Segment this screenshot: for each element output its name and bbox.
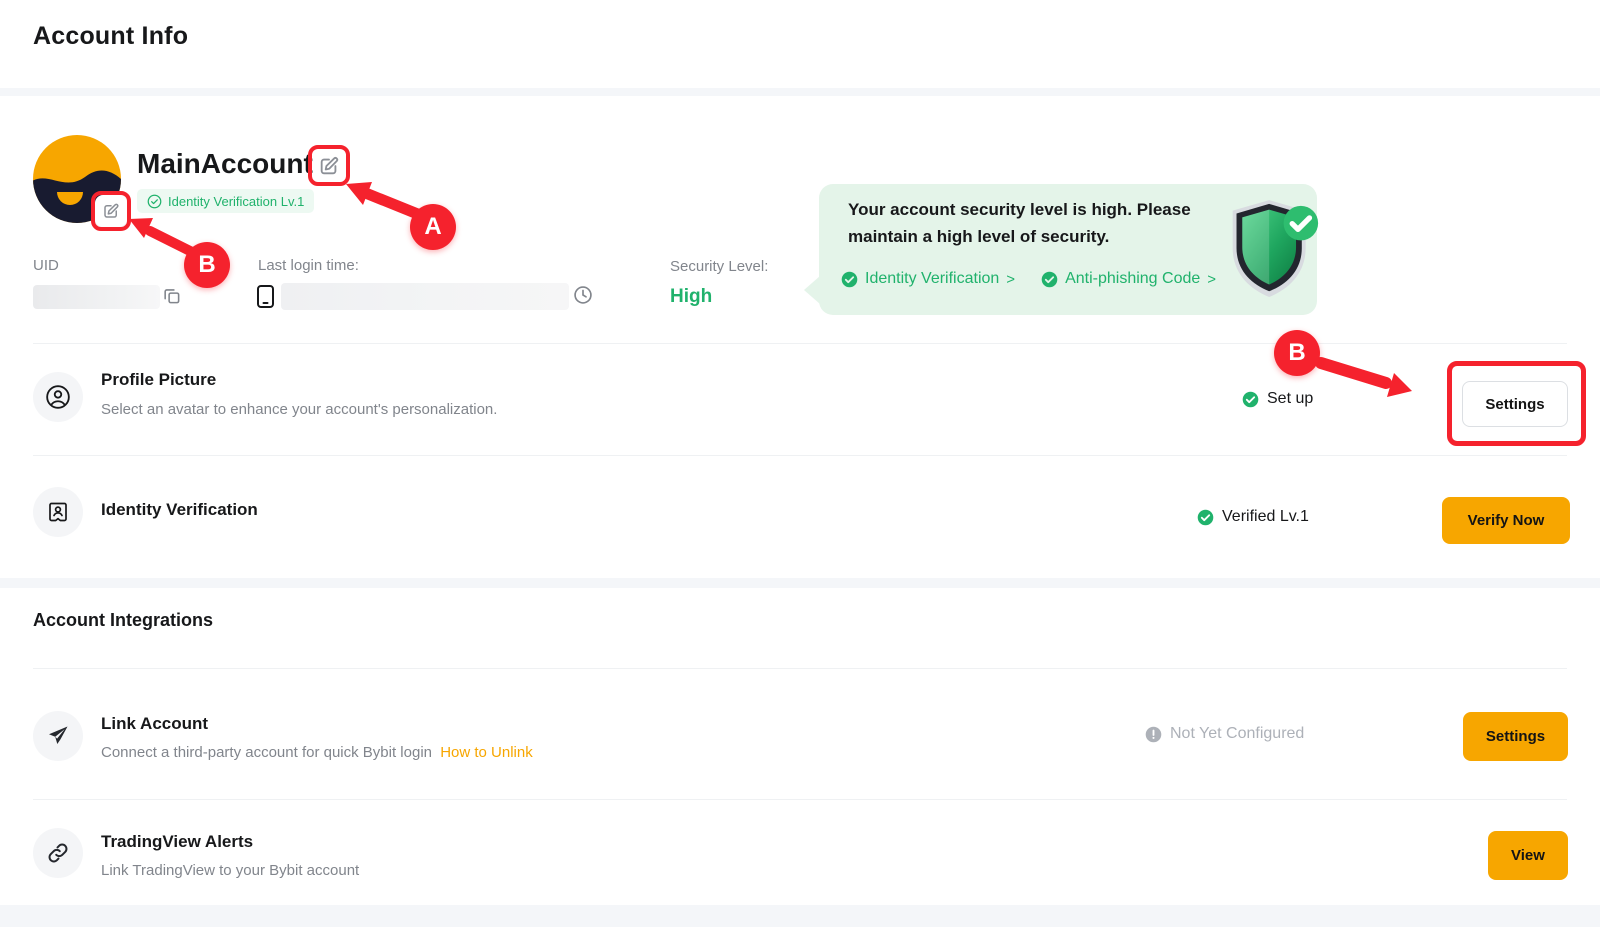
annotation-circle-a: A (410, 204, 456, 250)
link-account-status: Not Yet Configured (1145, 725, 1304, 743)
profile-picture-settings-button[interactable]: Settings (1462, 381, 1568, 427)
profile-picture-title: Profile Picture (101, 370, 217, 389)
divider (33, 343, 1567, 344)
anti-phishing-code-link[interactable]: Anti-phishing Code > (1041, 270, 1216, 288)
identity-verification-badge: Identity Verification Lv.1 (137, 189, 315, 213)
link-account-subtitle: Connect a third-party account for quick … (101, 744, 533, 761)
identity-verification-title: Identity Verification (101, 500, 258, 519)
copy-icon (164, 289, 180, 304)
profile-picture-subtitle: Select an avatar to enhance your account… (101, 401, 498, 418)
annotation-circle-b2: B (1274, 330, 1320, 376)
copy-uid-button[interactable] (162, 286, 181, 305)
banner-message-line1: Your account security level is high. Ple… (848, 200, 1191, 219)
paper-plane-icon (49, 726, 68, 744)
user-circle-icon (46, 385, 70, 409)
security-banner-links: Identity Verification > Anti-phishing Co… (841, 270, 1216, 288)
check-circle-outline-icon (147, 194, 162, 208)
id-badge-icon (49, 502, 67, 522)
check-circle-icon (1041, 271, 1058, 287)
link-label: Anti-phishing Code (1065, 270, 1201, 287)
tradingview-view-button[interactable]: View (1488, 831, 1568, 880)
page-title: Account Info (33, 22, 189, 50)
clock-icon (573, 285, 593, 305)
annotation-circle-b1: B (184, 242, 230, 288)
annotation-letter: B (198, 251, 216, 278)
annotation-letter: A (424, 213, 442, 240)
annotation-box-name-edit (308, 145, 350, 186)
chevron-right-icon: > (1006, 270, 1016, 288)
last-login-label: Last login time: (258, 257, 359, 274)
how-to-unlink-link[interactable]: How to Unlink (440, 744, 533, 761)
identity-verification-status: Verified Lv.1 (1197, 508, 1309, 526)
profile-picture-icon-wrap (33, 372, 83, 422)
nickname-edit-button[interactable] (313, 150, 345, 182)
chevron-right-icon: > (1207, 270, 1217, 288)
account-name: MainAccount (137, 148, 313, 179)
uid-label: UID (33, 257, 59, 274)
uid-value-blurred (33, 285, 160, 309)
divider (33, 455, 1567, 456)
divider (33, 668, 1567, 669)
banner-tail (804, 276, 820, 304)
page-header: Account Info (0, 0, 1600, 88)
last-login-value-blurred (281, 283, 569, 310)
profile-picture-status: Set up (1242, 390, 1313, 408)
banner-message-line2: maintain a high level of security. (848, 227, 1110, 246)
divider (33, 799, 1567, 800)
security-level-value: High (670, 286, 713, 307)
status-label: Set up (1267, 390, 1314, 407)
security-banner-message: Your account security level is high. Ple… (848, 196, 1191, 250)
verification-badge-label: Identity Verification Lv.1 (168, 193, 305, 209)
identity-verification-icon-wrap (33, 487, 83, 537)
status-label: Verified Lv.1 (1222, 508, 1309, 525)
subtitle-text: Connect a third-party account for quick … (101, 744, 433, 761)
tradingview-subtitle: Link TradingView to your Bybit account (101, 862, 360, 879)
identity-verification-link[interactable]: Identity Verification > (841, 270, 1015, 288)
security-level-label: Security Level: (670, 258, 769, 275)
status-label: Not Yet Configured (1170, 725, 1305, 742)
chain-link-icon (48, 843, 68, 863)
verify-now-button[interactable]: Verify Now (1442, 497, 1570, 544)
annotation-letter: B (1288, 339, 1306, 366)
tradingview-icon-wrap (33, 828, 83, 878)
edit-icon (320, 157, 339, 175)
link-account-title: Link Account (101, 714, 209, 733)
link-account-icon-wrap (33, 711, 83, 761)
tradingview-title: TradingView Alerts (101, 832, 254, 851)
integrations-heading: Account Integrations (33, 610, 214, 630)
device-phone-icon (256, 284, 275, 309)
annotation-box-settings (1447, 361, 1586, 446)
check-circle-icon (1242, 391, 1259, 407)
security-banner: Your account security level is high. Ple… (804, 184, 1319, 315)
exclamation-circle-icon (1145, 726, 1162, 742)
check-circle-icon (1197, 509, 1214, 525)
security-shield-icon (1225, 198, 1321, 302)
check-circle-icon (841, 271, 858, 287)
annotation-box-avatar-edit (91, 191, 131, 231)
account-integrations-card: Account Integrations Link Account Connec… (0, 588, 1600, 905)
link-account-settings-button[interactable]: Settings (1463, 712, 1568, 761)
link-label: Identity Verification (865, 270, 1000, 287)
account-info-card: MainAccount Identity Verification Lv.1 A… (0, 96, 1600, 578)
edit-icon (104, 203, 119, 218)
